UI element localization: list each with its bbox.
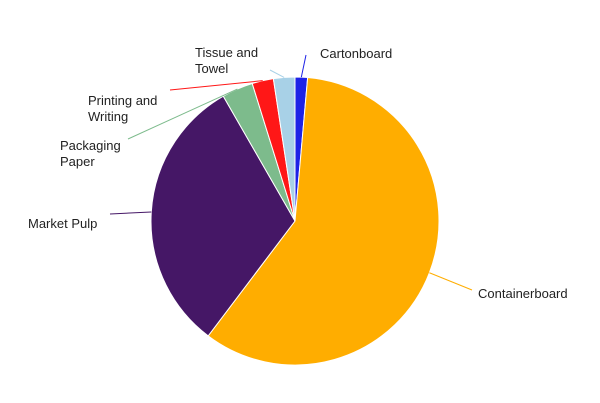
- leader-line-tissue-and-towel: [269, 69, 285, 78]
- leader-line-containerboard: [429, 272, 473, 291]
- pie-slice-market-pulp: [150, 95, 296, 337]
- leader-line-printing-and-writing: [169, 80, 263, 91]
- slice-label-tissue-and-towel: Tissue and Towel: [195, 45, 258, 76]
- leader-line-market-pulp: [109, 211, 152, 215]
- pie-slice-tissue-and-towel: [272, 76, 296, 222]
- leader-line-cartonboard: [300, 54, 307, 78]
- slice-label-market-pulp: Market Pulp: [28, 216, 97, 231]
- slice-labels: Cartonboard Containerboard Market Pulp Pack…: [28, 45, 568, 301]
- slice-label-containerboard: Containerboard: [478, 286, 568, 301]
- slice-label-packaging-paper: Packaging Paper: [60, 138, 121, 169]
- leader-line-packaging-paper: [127, 88, 238, 140]
- pie-slices: [150, 76, 440, 366]
- slice-label-printing-and-writing: Printing and Writing: [88, 93, 157, 124]
- leader-lines: [109, 54, 473, 291]
- slice-label-cartonboard: Cartonboard: [320, 46, 392, 61]
